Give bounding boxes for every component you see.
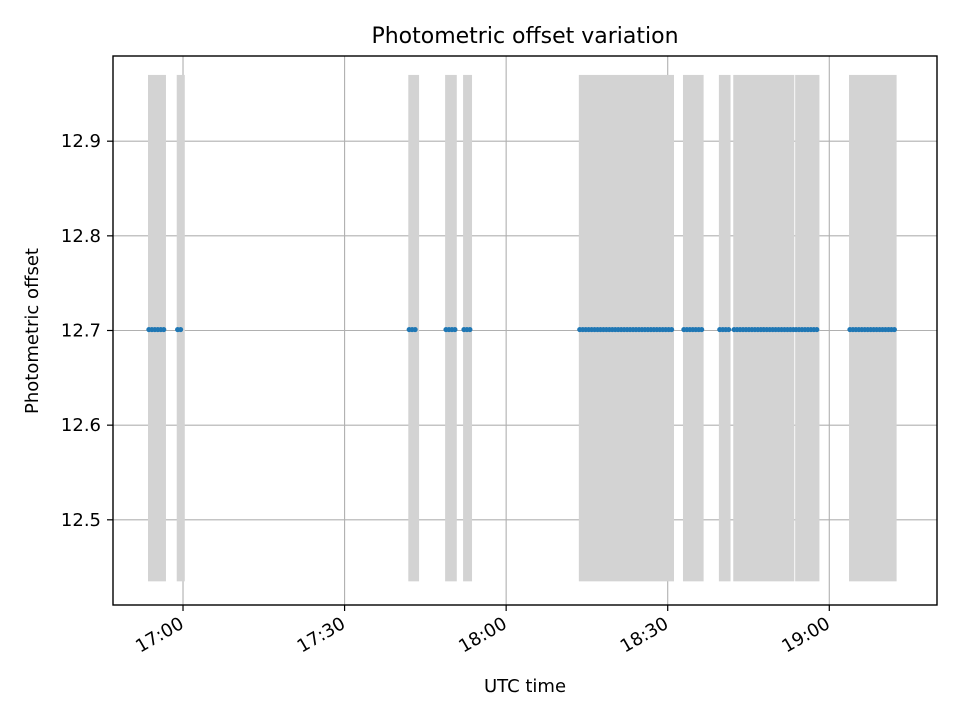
x-tick-label: 19:00 xyxy=(778,613,833,657)
x-tick-label: 18:00 xyxy=(455,613,510,657)
data-point xyxy=(412,326,418,333)
chart-title: Photometric offset variation xyxy=(371,24,678,49)
y-tick-label: 12.8 xyxy=(61,226,101,247)
x-axis-label: UTC time xyxy=(484,676,566,697)
y-tick-label: 12.6 xyxy=(61,415,101,436)
data-point xyxy=(699,326,705,333)
data-point xyxy=(891,326,897,333)
plot-area xyxy=(113,56,937,605)
y-tick-label: 12.5 xyxy=(61,510,101,531)
data-point xyxy=(467,326,473,333)
y-tick-label: 12.7 xyxy=(61,321,101,342)
x-tick-label: 17:00 xyxy=(132,613,187,657)
data-point xyxy=(668,326,675,333)
data-point xyxy=(726,326,732,333)
data-point xyxy=(452,326,458,333)
y-axis-label: Photometric offset xyxy=(22,248,43,414)
x-tick-label: 17:30 xyxy=(294,613,349,657)
x-tick-label: 18:30 xyxy=(617,613,672,657)
y-tick-label: 12.9 xyxy=(61,131,101,152)
data-point xyxy=(161,326,167,333)
data-point xyxy=(814,326,820,333)
data-point xyxy=(177,326,184,333)
